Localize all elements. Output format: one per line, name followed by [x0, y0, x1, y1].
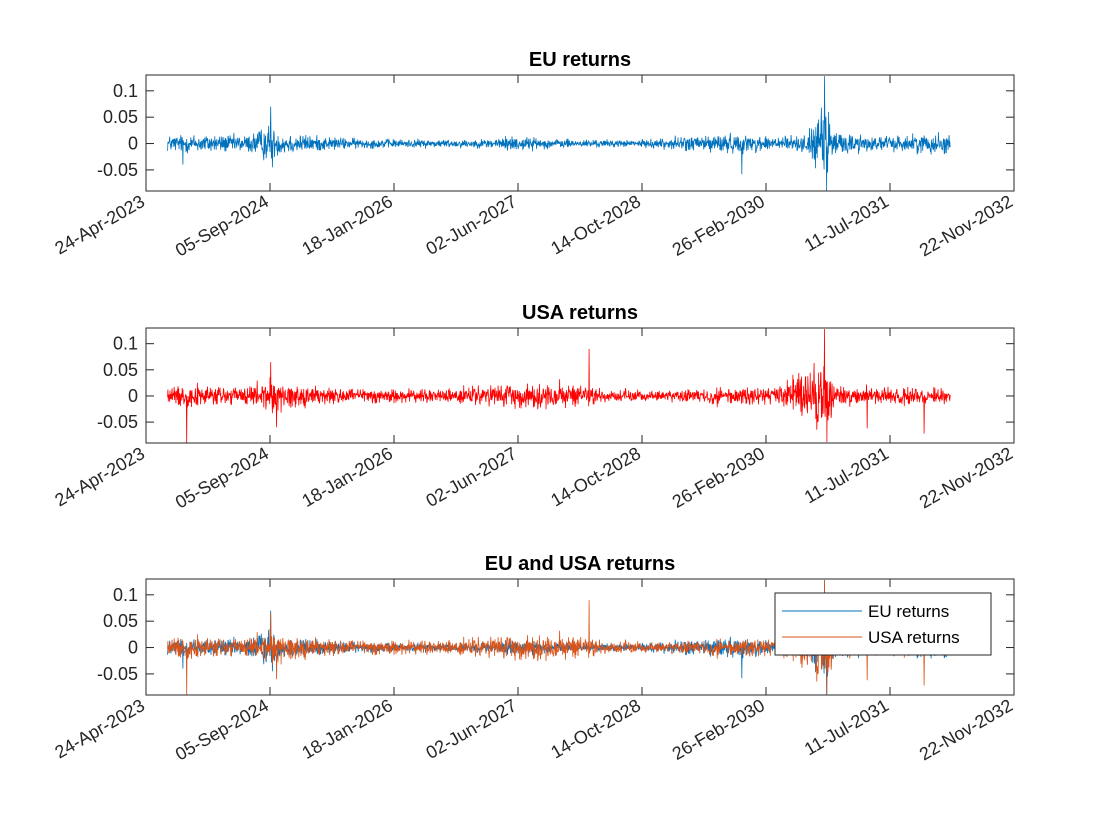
- axes-box: [145, 327, 1015, 444]
- y-tick-label: 0.1: [113, 334, 138, 354]
- plot-area: [146, 328, 1014, 443]
- panel-title: EU returns: [529, 49, 631, 71]
- y-tick-label: -0.05: [97, 664, 138, 684]
- y-tick-label: 0.1: [113, 585, 138, 605]
- legend: EU returns USA returns: [774, 592, 992, 656]
- plot-area: [146, 75, 1014, 191]
- panel-title: USA returns: [522, 302, 638, 324]
- legend-box: [774, 592, 992, 656]
- y-tick-label: 0: [128, 386, 138, 406]
- y-tick-label: 0.05: [103, 107, 138, 127]
- y-tick-label: 0: [128, 134, 138, 154]
- y-tick-label: 0.05: [103, 611, 138, 631]
- series-line: [167, 76, 951, 191]
- legend-label-eu: EU returns: [868, 602, 949, 621]
- y-tick-label: -0.05: [97, 160, 138, 180]
- panel-title: EU and USA returns: [485, 553, 675, 575]
- series-line: [167, 328, 951, 443]
- legend-label-usa: USA returns: [868, 628, 960, 647]
- y-tick-label: 0: [128, 638, 138, 658]
- axes-box: [145, 74, 1015, 192]
- y-tick-label: -0.05: [97, 412, 138, 432]
- axes-box: [145, 578, 1015, 696]
- y-tick-label: 0.1: [113, 81, 138, 101]
- y-tick-label: 0.05: [103, 360, 138, 380]
